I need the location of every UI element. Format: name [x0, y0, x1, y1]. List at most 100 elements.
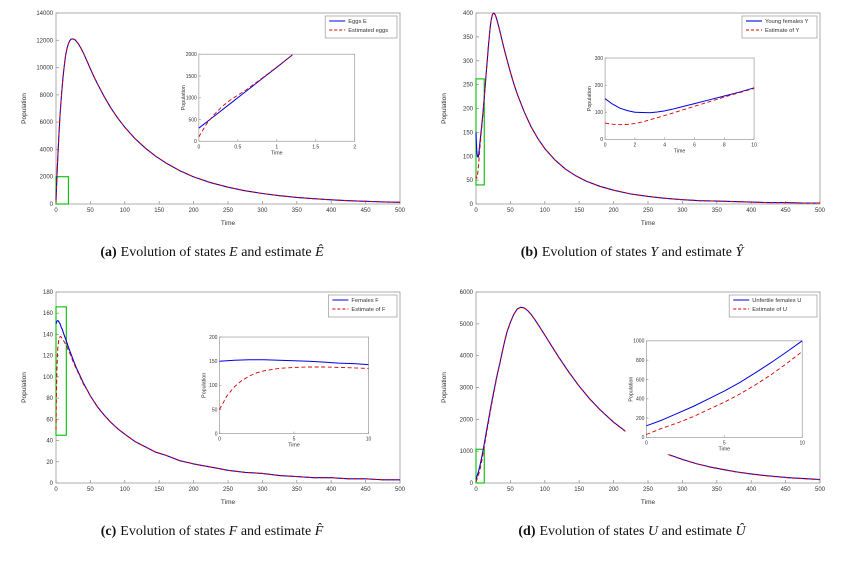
svg-text:450: 450	[781, 208, 792, 214]
svg-text:300: 300	[595, 56, 604, 62]
svg-text:5: 5	[293, 437, 296, 443]
svg-text:Population: Population	[441, 372, 448, 403]
svg-text:200: 200	[189, 208, 200, 214]
svg-text:50: 50	[87, 208, 94, 214]
svg-text:350: 350	[712, 208, 723, 214]
svg-text:Population: Population	[201, 373, 207, 398]
svg-text:100: 100	[43, 375, 54, 381]
svg-text:100: 100	[540, 487, 551, 493]
svg-text:0: 0	[474, 208, 478, 214]
svg-text:50: 50	[212, 407, 218, 413]
svg-text:250: 250	[223, 487, 234, 493]
caption-a-var2: Ê	[315, 245, 324, 260]
svg-text:100: 100	[595, 110, 604, 116]
svg-text:350: 350	[292, 487, 303, 493]
svg-text:800: 800	[636, 358, 645, 364]
caption-d-var1: U	[648, 524, 659, 539]
svg-text:Estimate of Y: Estimate of Y	[765, 28, 800, 34]
svg-text:8000: 8000	[40, 93, 54, 99]
svg-text:100: 100	[463, 154, 474, 160]
svg-text:300: 300	[677, 487, 688, 493]
svg-text:150: 150	[574, 208, 585, 214]
figure-c: 0 50 100 150 200 250 300 350 400 450 500 0 20 40 60 80 1…	[14, 285, 410, 540]
svg-text:450: 450	[361, 487, 372, 493]
chart-b-svg: 0 50 100 150 200 250 300 350 400 450 5000501001502…	[441, 11, 826, 227]
svg-text:0: 0	[470, 202, 474, 208]
svg-text:250: 250	[643, 208, 654, 214]
svg-text:3000: 3000	[460, 386, 474, 392]
caption-a-mid: and estimate	[237, 245, 316, 260]
svg-text:2: 2	[633, 142, 636, 148]
caption-c-var2: F̂	[314, 524, 324, 539]
svg-text:1000: 1000	[633, 339, 644, 345]
svg-text:Population: Population	[441, 93, 448, 124]
svg-text:150: 150	[154, 208, 165, 214]
svg-text:6000: 6000	[40, 120, 54, 126]
svg-text:0: 0	[50, 202, 54, 208]
svg-text:2000: 2000	[186, 52, 197, 58]
svg-text:Population: Population	[628, 377, 634, 402]
chart-c: 0 50 100 150 200 250 300 350 400 450 500 0 20 40 60 80 1…	[16, 285, 408, 509]
svg-text:Time: Time	[674, 148, 686, 154]
svg-text:50: 50	[87, 487, 94, 493]
svg-text:5: 5	[723, 440, 726, 446]
svg-text:400: 400	[326, 208, 337, 214]
svg-text:8: 8	[723, 142, 726, 148]
figure-a: 0 50 100 150 200 250 300 350 400 450 500 0 2000 4000 6…	[14, 6, 410, 261]
svg-text:4000: 4000	[40, 147, 54, 153]
svg-text:200: 200	[609, 487, 620, 493]
svg-text:200: 200	[636, 416, 645, 422]
svg-text:500: 500	[395, 208, 406, 214]
caption-b-var2: Ŷ	[735, 245, 744, 260]
svg-text:Time: Time	[288, 443, 300, 449]
svg-text:350: 350	[292, 208, 303, 214]
caption-b: (b) Evolution of states Y and estimate Ŷ	[521, 245, 744, 261]
svg-text:100: 100	[540, 208, 551, 214]
chart-b: 0 50 100 150 200 250 300 350 400 450 500 0 50 100 150 2…	[436, 6, 828, 230]
svg-text:6000: 6000	[460, 290, 474, 296]
caption-b-var1: Y	[650, 245, 659, 260]
svg-text:0: 0	[194, 139, 197, 145]
svg-text:2000: 2000	[460, 417, 474, 423]
svg-text:400: 400	[746, 487, 757, 493]
svg-text:10: 10	[751, 142, 757, 148]
svg-text:1500: 1500	[186, 74, 197, 80]
svg-text:Young females Y: Young females Y	[765, 19, 809, 25]
svg-text:200: 200	[209, 335, 218, 341]
caption-b-mid: and estimate	[658, 245, 736, 260]
svg-text:Time: Time	[641, 220, 656, 227]
caption-a-var1: E	[229, 245, 238, 260]
chart-c-svg: 0 50 100 150 200 250 300 350 400 450 5000204060801…	[21, 290, 406, 506]
svg-text:250: 250	[643, 487, 654, 493]
svg-text:0: 0	[642, 435, 645, 441]
svg-text:400: 400	[326, 487, 337, 493]
svg-text:2000: 2000	[40, 175, 54, 181]
svg-text:350: 350	[712, 487, 723, 493]
svg-text:140: 140	[43, 332, 54, 338]
svg-text:Females F: Females F	[351, 298, 379, 304]
svg-text:300: 300	[677, 208, 688, 214]
caption-a-index: (a)	[100, 245, 117, 260]
svg-text:1000: 1000	[460, 449, 474, 455]
svg-text:500: 500	[395, 487, 406, 493]
svg-text:Unfertile females U: Unfertile females U	[752, 298, 801, 304]
chart-d-svg: 0 50 100 150 200 250 300 350 400 450 5000100020003…	[441, 290, 826, 506]
svg-text:80: 80	[46, 396, 53, 402]
svg-text:10: 10	[799, 440, 805, 446]
svg-text:500: 500	[188, 117, 197, 123]
svg-text:Estimate of U: Estimate of U	[752, 307, 787, 313]
svg-text:0: 0	[50, 481, 54, 487]
svg-text:0: 0	[54, 208, 58, 214]
svg-text:200: 200	[595, 83, 604, 89]
svg-text:10: 10	[366, 437, 372, 443]
svg-text:Time: Time	[221, 499, 236, 506]
figure-b: 0 50 100 150 200 250 300 350 400 450 500 0 50 100 150 2…	[434, 6, 830, 261]
caption-d-index: (d)	[518, 524, 536, 539]
svg-text:Population: Population	[21, 93, 28, 124]
caption-c-mid: and estimate	[237, 524, 315, 539]
svg-text:300: 300	[257, 208, 268, 214]
svg-text:4: 4	[663, 142, 666, 148]
svg-text:300: 300	[463, 59, 474, 65]
svg-text:Estimate of F: Estimate of F	[351, 307, 386, 313]
caption-c-index: (c)	[100, 524, 117, 539]
